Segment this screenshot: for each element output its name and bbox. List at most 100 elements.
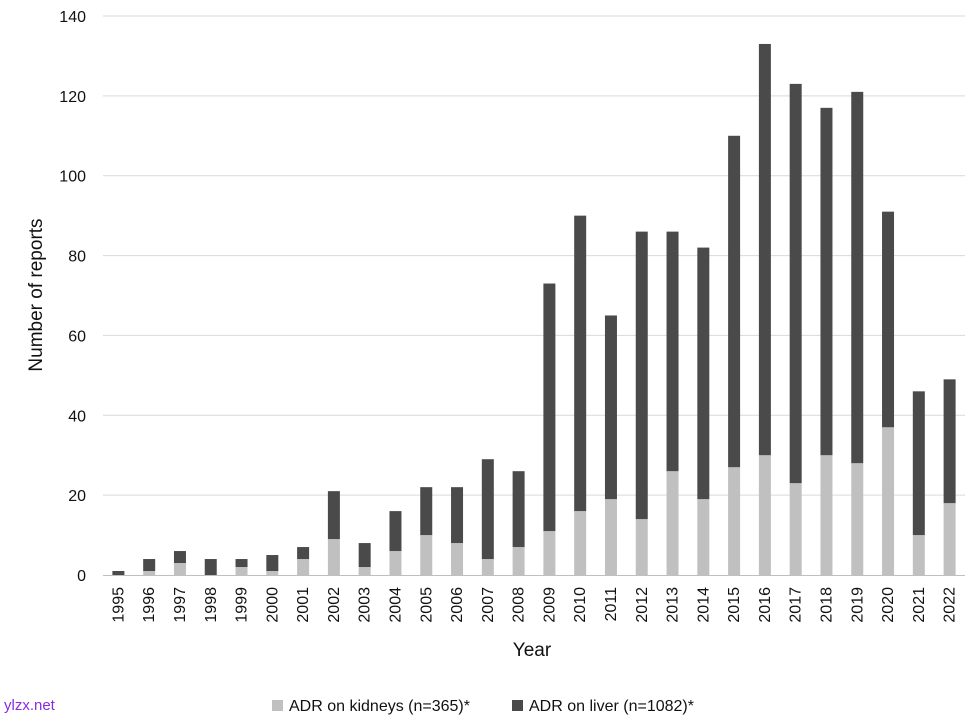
bar-kidneys <box>451 543 464 575</box>
y-tick-label: 140 <box>59 9 86 26</box>
bar-liver <box>266 555 279 572</box>
y-axis-title: Number of reports <box>26 218 47 371</box>
x-tick-label: 1998 <box>203 587 220 623</box>
bar-liver <box>420 487 433 536</box>
bar-kidneys <box>882 427 895 575</box>
bar-liver <box>297 547 310 560</box>
x-tick-label: 2009 <box>541 587 558 623</box>
y-tick-labels: 0 20 40 60 80 100 120 140 <box>59 9 86 585</box>
bar-liver <box>851 91 864 464</box>
bar-liver <box>820 107 833 456</box>
bar-liver <box>389 511 402 552</box>
y-tick-label: 100 <box>59 169 86 186</box>
bar-liver <box>143 559 156 572</box>
bar-liver <box>451 487 464 544</box>
x-tick-label: 2014 <box>695 587 712 623</box>
bar-liver <box>358 543 371 568</box>
x-tick-label: 2018 <box>818 587 835 623</box>
x-tick-label: 1995 <box>110 587 127 623</box>
x-tick-label: 2017 <box>788 587 805 623</box>
x-tick-label: 2019 <box>849 587 866 623</box>
bar-liver <box>235 559 248 568</box>
x-tick-label: 2005 <box>418 587 435 623</box>
bar-kidneys <box>173 563 186 575</box>
x-tick-label: 1996 <box>141 587 158 623</box>
gridlines <box>103 15 965 496</box>
bar-liver <box>758 43 771 456</box>
x-tick-label: 2001 <box>295 587 312 623</box>
bar-liver <box>728 135 741 468</box>
x-tick-label: 2007 <box>480 587 497 623</box>
bar-kidneys <box>389 551 402 575</box>
bar-kidneys <box>912 535 925 575</box>
bar-kidneys <box>358 567 371 575</box>
bar-kidneys <box>143 571 156 575</box>
legend-swatch <box>512 700 523 711</box>
bar-kidneys <box>697 499 710 575</box>
bar-liver <box>512 471 525 548</box>
x-tick-label: 2004 <box>387 587 404 623</box>
bar-kidneys <box>604 499 617 575</box>
x-tick-labels: 1995 1996 1997 1998 1999 2000 2001 2002 2003 2004… <box>110 587 958 623</box>
bar-kidneys <box>297 559 310 575</box>
legend-item-kidneys: ADR on kidneys (n=365)* <box>272 698 470 715</box>
x-tick-label: 2016 <box>757 587 774 623</box>
bar-liver <box>666 231 679 472</box>
x-tick-label: 2006 <box>449 587 466 623</box>
legend-label: ADR on liver (n=1082)* <box>529 698 694 715</box>
bar-liver <box>481 459 494 560</box>
x-tick-label: 2022 <box>942 587 959 623</box>
x-tick-label: 1997 <box>172 587 189 623</box>
bar-liver <box>604 315 617 500</box>
x-tick-label: 2021 <box>911 587 928 623</box>
bar-kidneys <box>820 455 833 575</box>
bar-liver <box>789 83 802 484</box>
bars <box>112 43 956 575</box>
x-tick-label: 2000 <box>264 587 281 623</box>
x-tick-label: 1999 <box>234 587 251 623</box>
bar-liver <box>943 379 956 504</box>
bar-kidneys <box>420 535 433 575</box>
bar-kidneys <box>266 571 279 575</box>
bar-kidneys <box>481 559 494 575</box>
x-tick-label: 2010 <box>572 587 589 623</box>
bar-kidneys <box>666 471 679 575</box>
legend: ADR on kidneys (n=365)* ADR on liver (n=1… <box>272 698 694 715</box>
bar-liver <box>912 391 925 536</box>
x-tick-label: 2012 <box>634 587 651 623</box>
bar-kidneys <box>235 567 248 575</box>
watermark-text: ylzx.net <box>4 697 55 714</box>
bar-kidneys <box>851 463 864 575</box>
x-tick-label: 2011 <box>603 587 620 622</box>
x-tick-label: 2002 <box>326 587 343 623</box>
y-tick-label: 40 <box>68 408 86 425</box>
bar-liver <box>327 491 340 540</box>
bar-kidneys <box>327 539 340 575</box>
bar-liver <box>697 247 710 500</box>
legend-item-liver: ADR on liver (n=1082)* <box>512 698 694 715</box>
bar-kidneys <box>943 503 956 575</box>
bar-kidneys <box>512 547 525 575</box>
x-tick-label: 2008 <box>511 587 528 623</box>
x-tick-label: 2013 <box>665 587 682 623</box>
bar-liver <box>204 559 217 575</box>
bar-kidneys <box>574 511 587 575</box>
legend-label: ADR on kidneys (n=365)* <box>289 698 470 715</box>
bar-kidneys <box>789 483 802 575</box>
bar-liver <box>574 215 587 512</box>
bar-kidneys <box>543 531 556 575</box>
x-tick-label: 2015 <box>726 587 743 623</box>
y-tick-label: 80 <box>68 249 86 266</box>
y-tick-label: 0 <box>77 568 86 585</box>
bar-kidneys <box>728 467 741 575</box>
bar-kidneys <box>758 455 771 575</box>
x-axis-title: Year <box>513 640 552 661</box>
x-tick-label: 2020 <box>880 587 897 623</box>
bar-liver <box>112 571 125 575</box>
x-tick-label: 2003 <box>357 587 374 623</box>
bar-kidneys <box>635 519 648 575</box>
bar-liver <box>882 211 895 428</box>
bar-liver <box>173 551 186 564</box>
y-tick-label: 60 <box>68 328 86 345</box>
